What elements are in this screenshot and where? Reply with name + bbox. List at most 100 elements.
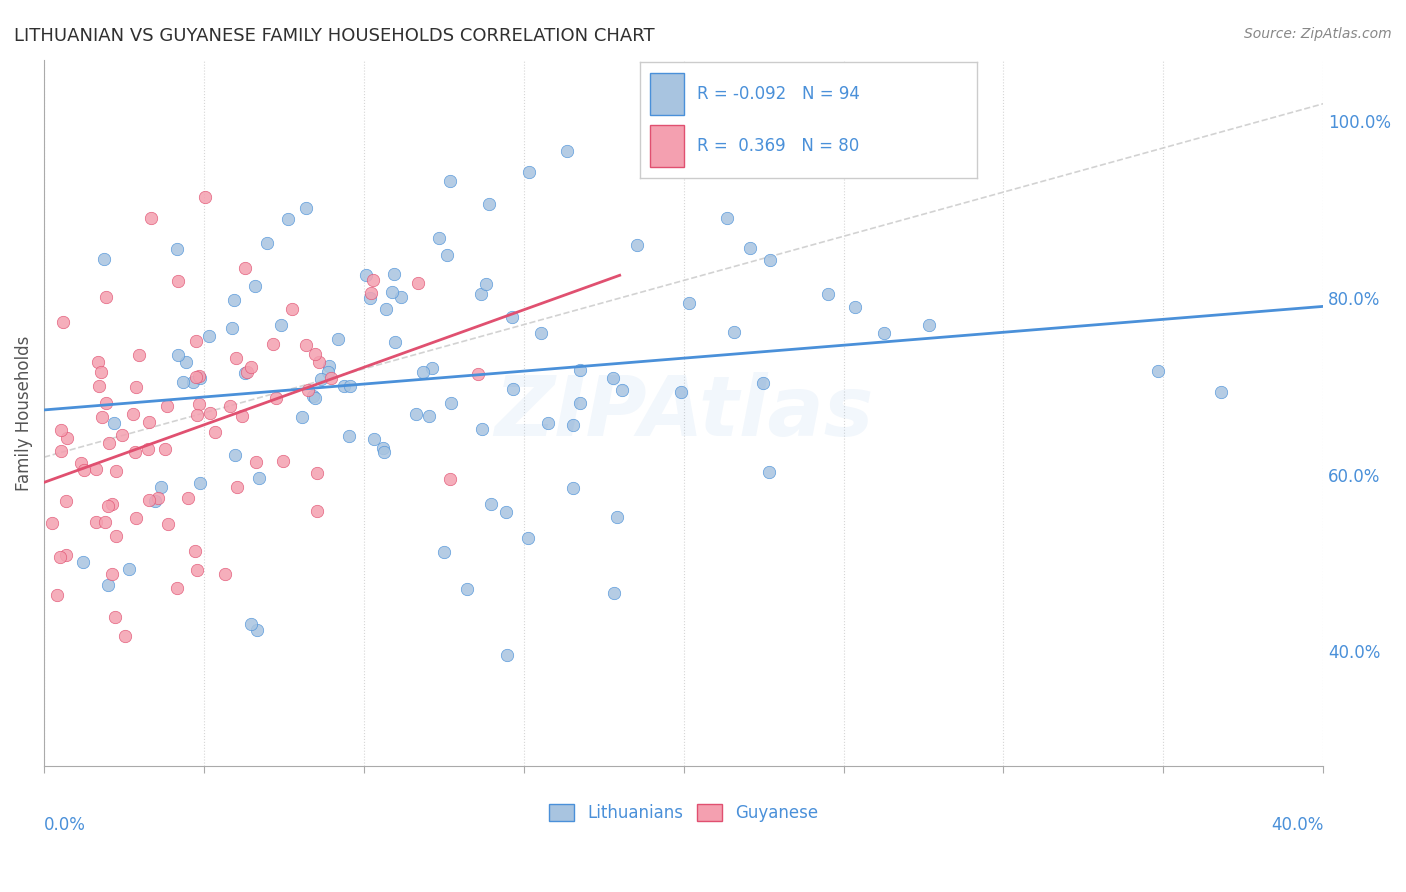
Point xyxy=(243,279,266,293)
Point xyxy=(104,610,127,624)
Point xyxy=(55,548,77,562)
Point xyxy=(97,500,120,514)
Point xyxy=(198,406,221,420)
Point xyxy=(363,432,385,446)
Point xyxy=(562,481,585,495)
Point xyxy=(125,380,148,394)
Point xyxy=(146,491,169,505)
Point xyxy=(186,334,208,348)
Point xyxy=(496,648,519,663)
Text: R = -0.092   N = 94: R = -0.092 N = 94 xyxy=(697,85,860,103)
Point xyxy=(128,348,150,362)
Point xyxy=(172,376,194,390)
Point xyxy=(84,515,107,529)
FancyBboxPatch shape xyxy=(650,73,683,114)
Point xyxy=(602,371,624,385)
Point xyxy=(150,480,173,494)
Point xyxy=(186,408,208,422)
Point xyxy=(187,397,209,411)
Point xyxy=(270,318,292,333)
Point xyxy=(181,375,204,389)
Point xyxy=(305,467,328,481)
Point xyxy=(439,472,461,486)
Y-axis label: Family Households: Family Households xyxy=(15,335,32,491)
Point xyxy=(87,378,110,392)
Point xyxy=(555,144,578,158)
Point xyxy=(94,396,117,410)
Point xyxy=(436,247,458,261)
Point xyxy=(221,320,243,334)
Point xyxy=(304,347,326,361)
Point xyxy=(240,359,263,374)
Point xyxy=(873,326,896,341)
Point xyxy=(373,445,395,459)
Point xyxy=(105,529,128,543)
Point xyxy=(114,629,136,643)
Point xyxy=(626,237,648,252)
Point xyxy=(918,318,941,333)
Point xyxy=(302,389,325,403)
Point xyxy=(530,326,553,340)
Point xyxy=(716,211,738,225)
Point xyxy=(318,359,340,373)
Point xyxy=(177,491,200,505)
Point xyxy=(723,325,745,339)
Point xyxy=(93,252,115,267)
Point xyxy=(225,351,247,365)
Point xyxy=(94,290,117,304)
Point xyxy=(844,300,866,314)
Point xyxy=(264,392,287,406)
Point xyxy=(138,416,160,430)
Point xyxy=(188,371,211,385)
Point xyxy=(204,425,226,439)
Point xyxy=(167,348,190,362)
Point xyxy=(569,396,592,410)
Point xyxy=(224,448,246,462)
Point xyxy=(56,431,79,445)
Point xyxy=(470,286,492,301)
Point xyxy=(166,274,188,288)
Point xyxy=(319,371,342,385)
Point xyxy=(612,383,634,397)
Point xyxy=(233,261,256,276)
Point xyxy=(98,436,121,450)
Point xyxy=(281,301,304,316)
Point xyxy=(124,510,146,524)
Point xyxy=(568,363,591,377)
Point xyxy=(91,409,114,424)
Point xyxy=(359,291,381,305)
Point xyxy=(97,578,120,592)
Point xyxy=(669,385,692,400)
Point xyxy=(817,286,839,301)
Point xyxy=(262,337,284,351)
Point xyxy=(440,396,463,410)
Point xyxy=(363,273,385,287)
Point xyxy=(326,332,349,346)
Point xyxy=(360,285,382,300)
Point xyxy=(226,480,249,494)
Point xyxy=(439,174,461,188)
Point xyxy=(90,365,112,379)
Point xyxy=(297,383,319,397)
Point xyxy=(479,498,502,512)
Point xyxy=(752,376,775,391)
Point xyxy=(412,365,434,379)
Point xyxy=(308,355,330,369)
Point xyxy=(537,417,560,431)
Point xyxy=(406,276,429,290)
Point xyxy=(118,562,141,576)
Point xyxy=(231,409,253,424)
Point xyxy=(143,494,166,508)
Point xyxy=(186,369,208,384)
Point xyxy=(124,445,146,459)
Point xyxy=(562,417,585,432)
Point xyxy=(138,493,160,508)
Point xyxy=(475,277,498,291)
Point xyxy=(384,334,406,349)
Point xyxy=(188,476,211,491)
Point xyxy=(384,267,406,281)
Point xyxy=(295,202,318,216)
Point xyxy=(186,563,208,577)
Point xyxy=(139,211,162,226)
Point xyxy=(156,400,179,414)
